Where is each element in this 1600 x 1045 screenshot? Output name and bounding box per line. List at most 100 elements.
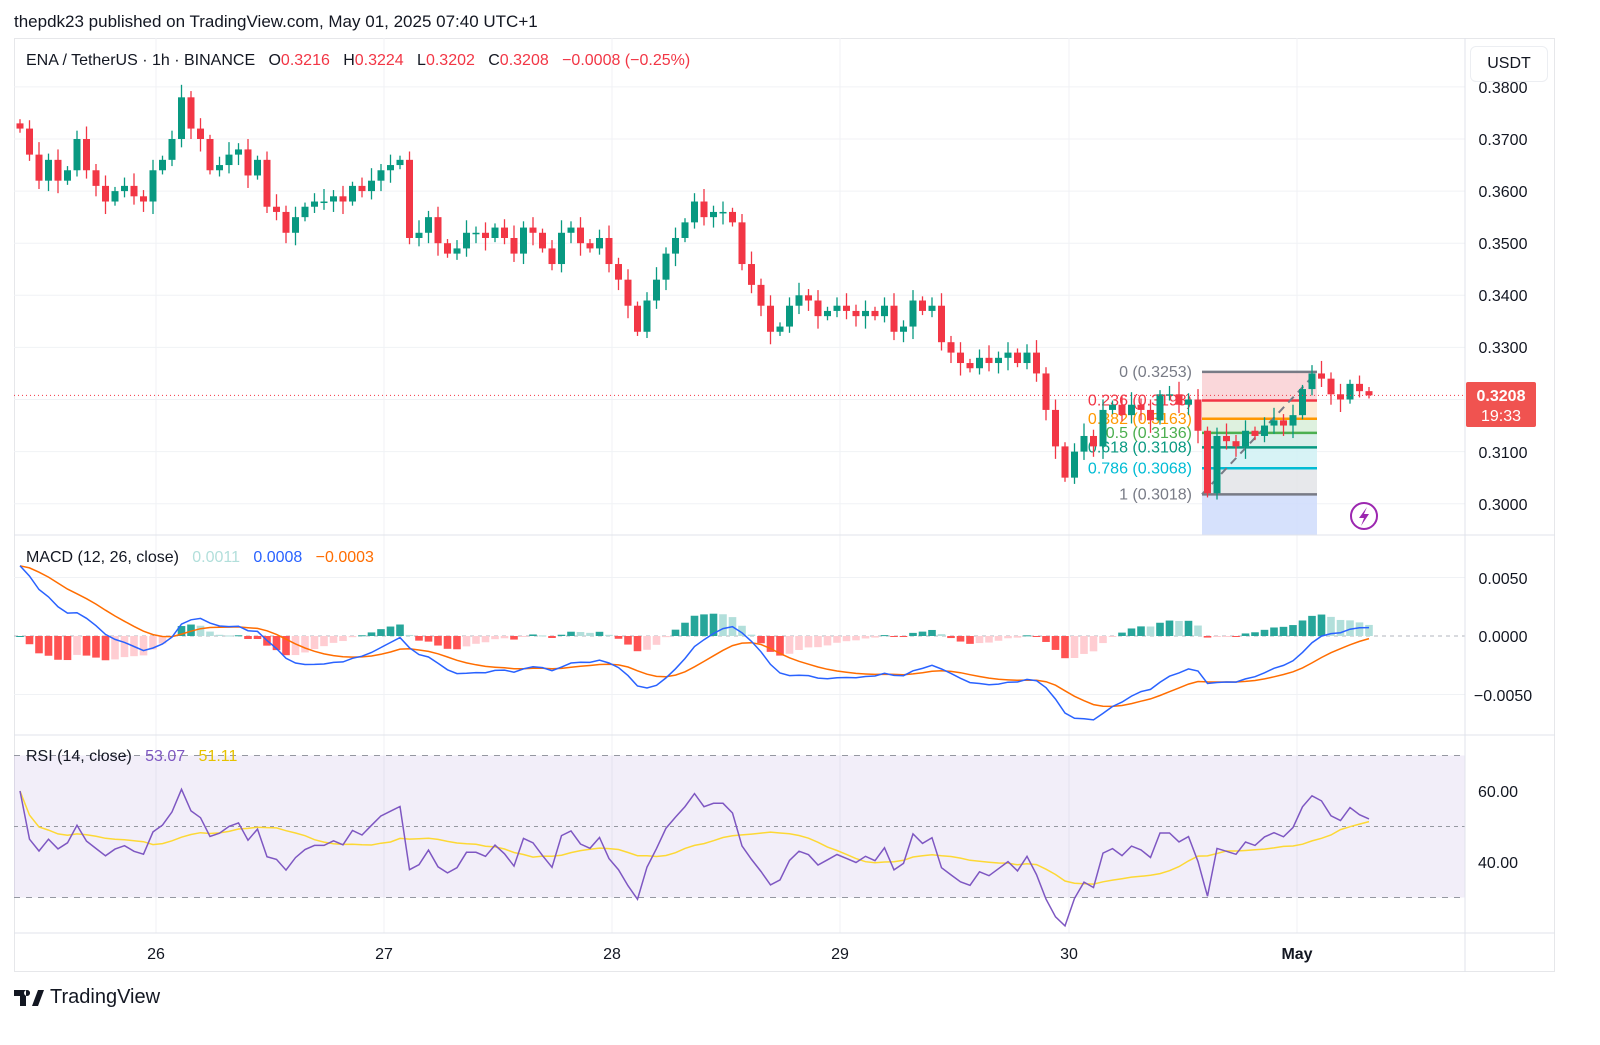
candle (767, 295, 774, 345)
candle (1042, 367, 1050, 421)
rsi-legend[interactable]: RSI (14, close) 53.07 51.11 (26, 748, 237, 766)
candle-body (1052, 409, 1059, 447)
candle (710, 205, 717, 228)
candle-body (1280, 420, 1287, 426)
macd-histogram-bar (301, 636, 309, 653)
time-tick: 28 (603, 946, 621, 963)
macd-histogram-bar (54, 636, 62, 660)
macd-histogram-bar (652, 636, 661, 645)
candle (805, 289, 812, 311)
macd-histogram-bar (1032, 636, 1041, 637)
candle-body (738, 222, 746, 265)
macd-histogram-bar (500, 636, 509, 639)
open-label: O (268, 52, 281, 69)
macd-histogram-bar (1289, 625, 1297, 636)
currency-button[interactable]: USDT (1470, 46, 1548, 82)
bar-countdown: 19:33 (1481, 408, 1521, 425)
macd-legend[interactable]: MACD (12, 26, close) 0.0011 0.0008 −0.00… (26, 549, 374, 567)
time-tick: 26 (147, 946, 165, 963)
candle (938, 293, 945, 351)
candle (1090, 429, 1097, 457)
candle (1261, 417, 1268, 443)
candle (16, 119, 24, 133)
lightning-icon[interactable] (1350, 502, 1378, 530)
candle (1289, 404, 1297, 439)
candle (197, 118, 204, 152)
candle-body (1242, 430, 1249, 447)
macd-histogram-bar (899, 636, 908, 638)
candle (216, 156, 223, 177)
candle-body (178, 97, 185, 139)
candle-body (1147, 409, 1154, 421)
candle-body (529, 227, 537, 233)
macd-signal-line (19, 565, 1370, 708)
candle-body (605, 237, 613, 265)
candle-body (1004, 352, 1012, 358)
macd-histogram-bar (1156, 622, 1164, 636)
candle (1242, 420, 1249, 459)
candle (1213, 427, 1221, 500)
candle-body (900, 326, 907, 332)
candle (282, 205, 290, 244)
time-tick: 29 (831, 946, 849, 963)
candle (491, 223, 499, 243)
macd-histogram-bar (472, 636, 480, 644)
candle (919, 296, 926, 316)
macd-histogram-bar (956, 636, 965, 642)
macd-histogram-bar (415, 636, 423, 641)
rsi-tick: 60.00 (1478, 784, 1518, 801)
macd-histogram-bar (633, 636, 642, 652)
macd-histogram-bar (1175, 620, 1183, 636)
fib-zone (1202, 400, 1317, 419)
macd-histogram-bar (937, 634, 946, 636)
macd-histogram-bar (1222, 636, 1231, 637)
candle (957, 342, 964, 376)
candle (292, 206, 299, 246)
candle-body (216, 165, 223, 171)
macd-histogram-bar (339, 636, 347, 642)
macd-histogram-bar (44, 636, 53, 656)
macd-histogram-bar (1127, 628, 1136, 636)
candle (1194, 389, 1202, 444)
candle-body (1128, 404, 1135, 416)
candle (349, 181, 356, 206)
candle-body (491, 227, 499, 238)
macd-histogram-bar (1184, 620, 1193, 636)
candle-body (615, 264, 622, 280)
candle (833, 297, 841, 318)
macd-histogram-bar (82, 636, 91, 656)
macd-histogram-bar (1080, 636, 1088, 654)
candle (1023, 344, 1031, 370)
candle-body (871, 310, 879, 317)
candle-body (586, 243, 594, 249)
candle-body (1346, 383, 1354, 400)
candle (1166, 385, 1173, 401)
macd-histogram-bar (111, 636, 119, 660)
candle (1346, 379, 1354, 404)
candle-body (938, 305, 945, 343)
macd-histogram-bar (709, 613, 718, 636)
macd-histogram-bar (994, 636, 1003, 641)
candle (672, 227, 679, 267)
macd-histogram-bar (776, 636, 784, 656)
macd-histogram-bar (1308, 615, 1316, 636)
candle-body (225, 154, 233, 166)
macd-histogram-bar (1089, 636, 1098, 652)
macd-histogram-bar (624, 636, 632, 645)
macd-signal-value: −0.0003 (315, 549, 374, 566)
candle (909, 290, 917, 340)
rsi-tick: 40.00 (1478, 855, 1518, 872)
tradingview-logo[interactable]: TradingView (14, 986, 160, 1009)
macd-histogram-bar (700, 614, 708, 636)
macd-histogram-bar (1118, 632, 1126, 636)
candle-body (35, 154, 43, 181)
macd-histogram-bar (1213, 636, 1221, 637)
macd-histogram-bar (1194, 625, 1202, 636)
candle (966, 358, 974, 373)
fib-level-label: 1 (0.3018) (1119, 486, 1192, 503)
candle (368, 168, 375, 200)
candle (472, 226, 480, 244)
price-tick: 0.3300 (1479, 340, 1528, 357)
macd-pane (14, 565, 1465, 721)
